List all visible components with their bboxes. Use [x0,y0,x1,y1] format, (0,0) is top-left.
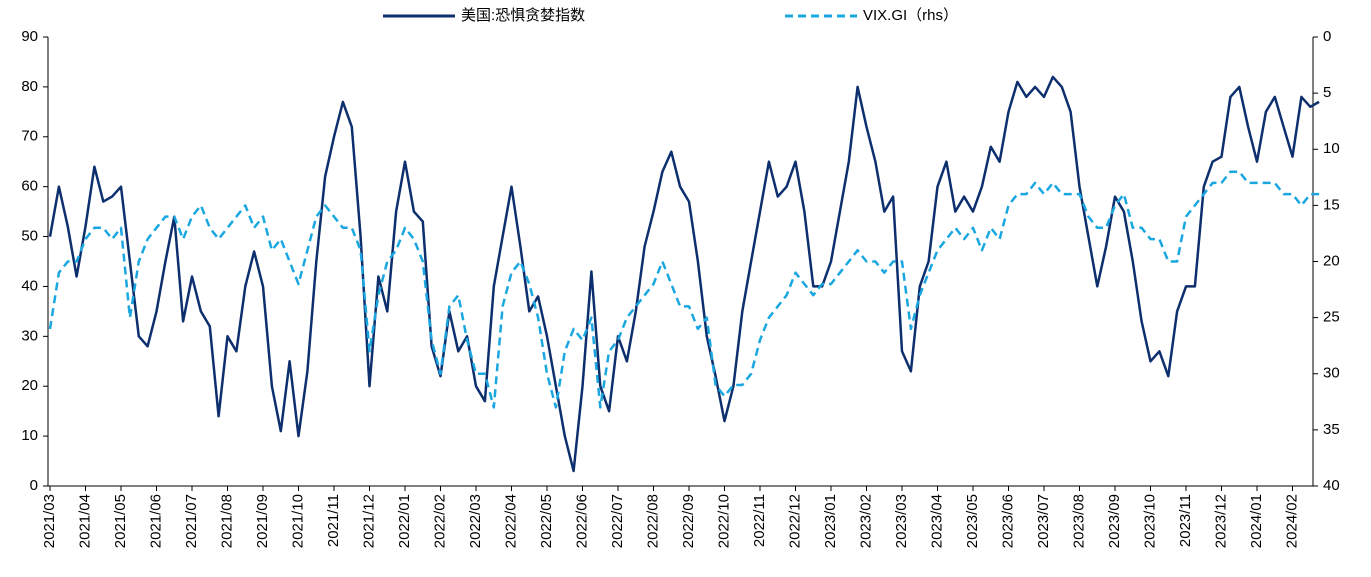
x-tick-label: 2024/02 [1283,494,1300,548]
x-tick-label: 2023/12 [1212,494,1229,548]
x-tick-label: 2022/10 [715,494,732,548]
y2-tick-label: 20 [1323,252,1340,269]
y-tick-label: 40 [21,277,38,294]
line-series [48,75,1320,473]
x-tick-label: 2023/08 [1070,494,1087,548]
x-tick-label: 2023/01 [822,494,839,548]
y2-tick-label: 10 [1323,140,1340,157]
y-tick-label: 0 [30,477,38,494]
x-tick-label: 2021/08 [218,494,235,548]
x-tick-label: 2023/03 [893,494,910,548]
x-tick-label: 2021/03 [41,494,58,548]
x-tick-label: 2022/05 [538,494,555,548]
x-tick-label: 2022/01 [396,494,413,548]
legend-label: 美国:恐惧贪婪指数 [461,7,585,24]
y2-tick-label: 15 [1323,196,1340,213]
x-tick-label: 2023/10 [1141,494,1158,548]
y-tick-label: 80 [21,78,38,95]
x-tick-label: 2022/03 [467,494,484,548]
legend-label: VIX.GI（rhs） [863,7,958,24]
y-tick-label: 50 [21,228,38,245]
x-tick-label: 2022/07 [609,494,626,548]
x-tick-label: 2023/09 [1106,494,1123,548]
x-tick-label: 2021/05 [112,494,129,548]
x-tick-label: 2023/07 [1035,494,1052,548]
y2-tick-label: 25 [1323,309,1340,326]
y2-tick-label: 30 [1323,365,1340,382]
x-tick-label: 2021/07 [183,494,200,548]
y2-tick-label: 35 [1323,421,1340,438]
x-tick-label: 2023/11 [1177,494,1194,547]
y-tick-label: 20 [21,377,38,394]
y2-tick-label: 0 [1323,28,1331,45]
x-tick-label: 2022/04 [502,494,519,548]
x-tick-label: 2022/09 [680,494,697,548]
x-tick-label: 2022/06 [573,494,590,548]
x-tick-label: 2023/05 [964,494,981,548]
y-tick-label: 60 [21,178,38,195]
y2-tick-label: 40 [1323,477,1340,494]
x-tick-label: 2022/11 [751,494,768,547]
x-tick-label: 2021/04 [76,494,93,548]
x-tick-label: 2024/01 [1248,494,1265,548]
x-tick-label: 2023/04 [928,494,945,548]
x-tick-label: 2022/02 [431,494,448,548]
x-tick-label: 2023/02 [857,494,874,548]
x-tick-label: 2023/06 [999,494,1016,548]
x-tick-label: 2021/10 [289,494,306,548]
y-tick-label: 10 [21,427,38,444]
x-tick-label: 2021/11 [325,494,342,547]
y-tick-label: 90 [21,28,38,45]
x-tick-label: 2022/12 [786,494,803,548]
x-tick-label: 2021/06 [147,494,164,548]
y-tick-label: 30 [21,327,38,344]
line-series [48,170,1320,409]
x-tick-label: 2022/08 [644,494,661,548]
y-tick-label: 70 [21,128,38,145]
x-tick-label: 2021/12 [360,494,377,548]
x-tick-label: 2021/09 [254,494,271,548]
y2-tick-label: 5 [1323,84,1331,101]
